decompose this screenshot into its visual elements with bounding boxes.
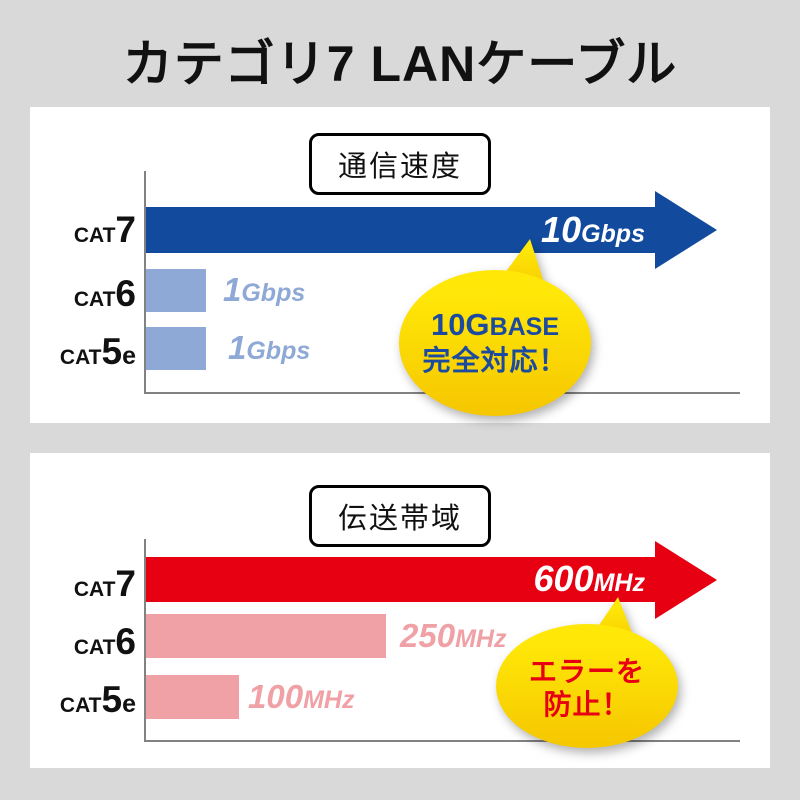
cat-number: 5 (101, 679, 123, 720)
value-number: 600 (533, 558, 594, 599)
cat-number: 7 (115, 563, 136, 604)
speed-cat7-label: CAT 7 (44, 211, 136, 248)
value-number: 1 (223, 271, 242, 308)
bubble-line2: 防止！ (543, 689, 631, 721)
cat-prefix: CAT (59, 346, 102, 369)
bandwidth-chart-title: 伝送帯域 (308, 485, 492, 547)
speed-y-axis (144, 171, 146, 394)
value-unit: MHz (593, 569, 645, 597)
speed-cat7-value: 10 Gbps (541, 208, 645, 250)
speech-bubble-icon (399, 239, 591, 416)
value-unit: Gbps (581, 219, 645, 248)
bandwidth-cat6-bar (146, 614, 386, 658)
bubble-line1-small: BASE (489, 313, 560, 341)
bandwidth-cat7-bar: 600 MHz (146, 557, 655, 602)
bandwidth-cat7-value: 600 MHz (534, 561, 645, 598)
bubble-line1-big: 10G (430, 307, 490, 342)
speed-cat7-arrowhead-icon (655, 191, 717, 269)
cat-prefix: CAT (73, 578, 116, 601)
bandwidth-cat7-label: CAT 7 (44, 565, 136, 602)
bandwidth-cat6-label: CAT 6 (44, 623, 136, 660)
cat-prefix: CAT (73, 636, 116, 659)
cat-number: 6 (115, 273, 136, 314)
cat-number: 7 (115, 209, 136, 250)
value-number: 100 (248, 677, 304, 715)
bubble-line1: エラーを (528, 656, 645, 687)
bandwidth-cat5e-label: CAT 5 e (44, 681, 136, 719)
value-unit: Gbps (246, 337, 311, 365)
cat-suffix: e (122, 342, 136, 370)
bandwidth-cat6-value: 250 MHz (400, 614, 506, 658)
value-number: 250 (400, 616, 456, 654)
bandwidth-chart-panel: 伝送帯域 CAT 7 CAT 6 CAT 5 e 600 MHz 250 MHz 100 (30, 453, 770, 768)
page-title: カテゴリ7 LANケーブル (122, 36, 678, 92)
speed-cat6-bar (146, 269, 206, 312)
speed-cat6-value: 1 Gbps (223, 269, 305, 312)
cat-prefix: CAT (73, 224, 116, 247)
speed-cat5e-label: CAT 5 e (44, 333, 136, 371)
cat-number: 5 (101, 331, 123, 372)
bubble-line2: 完全対応！ (422, 344, 568, 376)
bandwidth-cat5e-bar (146, 675, 239, 719)
speed-cat5e-value: 1 Gbps (228, 327, 310, 370)
cat-number: 6 (115, 621, 136, 662)
speed-cat5e-bar (146, 327, 206, 370)
cat-suffix: e (122, 690, 136, 718)
bandwidth-bubble-text: エラーを 防止！ (496, 655, 678, 721)
bandwidth-cat5e-value: 100 MHz (248, 675, 354, 719)
bubble-line1: 10GBASE (400, 307, 590, 344)
speed-cat7-bar: 10 Gbps (146, 207, 655, 253)
value-number: 1 (228, 329, 247, 366)
value-unit: Gbps (241, 279, 306, 307)
bandwidth-x-axis (144, 740, 740, 742)
bandwidth-y-axis (144, 539, 146, 742)
cat-prefix: CAT (73, 288, 116, 311)
value-number: 10 (541, 208, 582, 250)
value-unit: MHz (455, 624, 507, 653)
speed-bubble-text: 10GBASE 完全対応！ (400, 307, 590, 377)
speed-chart-panel: 通信速度 CAT 7 CAT 6 CAT 5 e 10 Gbps 1 Gbps 1 Gbp (30, 107, 770, 423)
bandwidth-cat7-arrowhead-icon (655, 541, 717, 619)
cat-prefix: CAT (59, 694, 102, 717)
value-unit: MHz (303, 685, 355, 714)
speed-cat6-label: CAT 6 (44, 275, 136, 312)
speed-chart-title: 通信速度 (308, 133, 492, 195)
speech-bubble-icon (496, 597, 678, 748)
